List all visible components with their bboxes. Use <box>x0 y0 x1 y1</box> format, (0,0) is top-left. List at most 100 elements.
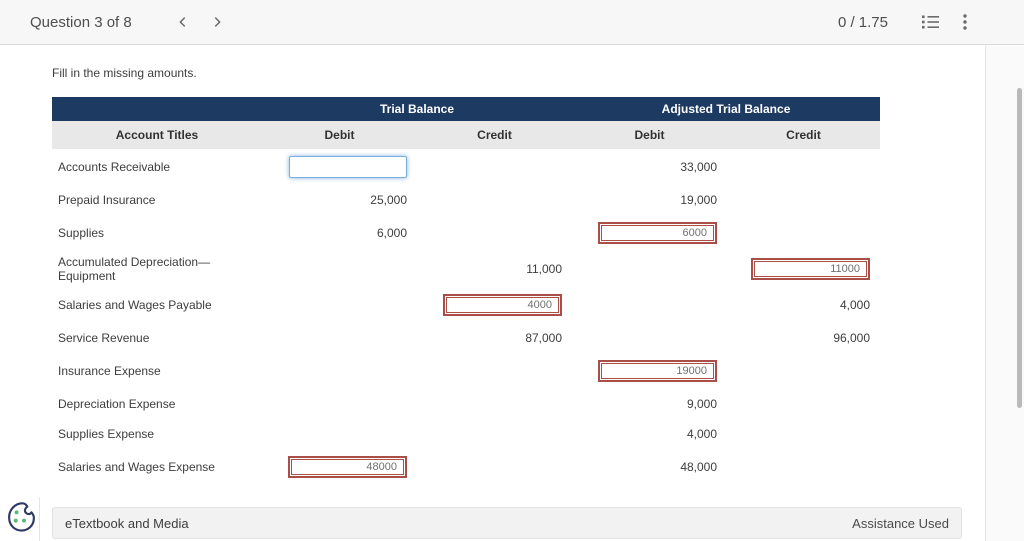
answer-input-incorrect[interactable] <box>754 261 868 277</box>
atb-credit-cell: 96,000 <box>833 331 871 345</box>
account-title-cell: Depreciation Expense <box>58 397 176 411</box>
incorrect-answer-wrapper <box>288 456 407 478</box>
tb-debit-cell <box>262 323 417 353</box>
kebab-menu-icon <box>963 14 967 30</box>
table-row: Accounts Receivable 33,000 <box>52 149 880 185</box>
cookie-icon <box>8 502 35 532</box>
atb-credit-cell <box>727 185 880 215</box>
column-header-atb-debit: Debit <box>572 121 728 149</box>
atb-credit-cell <box>727 215 880 251</box>
tb-credit-cell <box>417 287 572 323</box>
tb-debit-cell: 25,000 <box>370 193 407 207</box>
atb-credit-cell <box>727 251 880 287</box>
table-row: Salaries and Wages Expense 48,000 <box>52 449 880 485</box>
atb-credit-cell: 4,000 <box>839 298 871 312</box>
atb-credit-cell <box>727 389 880 419</box>
chevron-right-icon <box>214 17 221 27</box>
atb-debit-cell: 4,000 <box>686 427 718 441</box>
tb-credit-cell <box>417 353 572 389</box>
score-display: 0 / 1.75 <box>837 13 888 31</box>
cookie-consent-button[interactable] <box>0 497 40 541</box>
tb-debit-cell <box>262 353 417 389</box>
column-header-atb-credit: Credit <box>727 121 881 149</box>
account-title-cell: Supplies <box>58 226 105 240</box>
tb-debit-cell: 6,000 <box>376 226 407 240</box>
column-header-account-titles: Account Titles <box>52 121 262 149</box>
table-row: Service Revenue 87,000 96,000 <box>52 323 880 353</box>
question-title: Question 3 of 8 <box>30 13 132 31</box>
atb-debit-cell <box>572 215 727 251</box>
question-content-panel: Fill in the missing amounts. Trial Balan… <box>0 46 985 541</box>
group-header-spacer <box>52 97 262 121</box>
more-options-button[interactable] <box>950 7 980 37</box>
tb-credit-cell <box>417 449 572 485</box>
tb-debit-cell <box>262 389 417 419</box>
tb-credit-cell <box>417 215 572 251</box>
tb-credit-cell <box>417 389 572 419</box>
answer-input-incorrect[interactable] <box>446 297 560 313</box>
table-row: Accumulated Depreciation—Equipment 11,00… <box>52 251 880 287</box>
atb-debit-cell: 9,000 <box>686 397 718 411</box>
atb-debit-cell: 48,000 <box>680 460 718 474</box>
account-title-cell: Prepaid Insurance <box>58 193 156 207</box>
tb-debit-cell <box>262 419 417 449</box>
answer-input-incorrect[interactable] <box>601 363 715 379</box>
table-row: Depreciation Expense 9,000 <box>52 389 880 419</box>
account-title-cell: Salaries and Wages Payable <box>58 298 212 312</box>
atb-debit-cell <box>572 353 727 389</box>
tb-credit-cell <box>417 149 572 185</box>
question-topbar: Question 3 of 8 0 / 1.75 <box>0 0 1024 45</box>
table-row: Supplies Expense 4,000 <box>52 419 880 449</box>
incorrect-answer-wrapper <box>598 222 718 244</box>
group-header-trial-balance: Trial Balance <box>262 97 573 121</box>
account-title-cell: Accumulated Depreciation—Equipment <box>58 255 211 283</box>
account-title-cell: Salaries and Wages Expense <box>58 460 215 474</box>
tb-credit-cell: 11,000 <box>526 262 563 276</box>
tb-credit-cell <box>417 419 572 449</box>
atb-debit-cell <box>572 323 727 353</box>
atb-debit-cell <box>572 287 727 323</box>
incorrect-answer-wrapper <box>443 294 563 316</box>
account-title-cell: Insurance Expense <box>58 364 161 378</box>
column-header-row: Account Titles Debit Credit Debit Credit <box>52 121 881 149</box>
chevron-left-icon <box>179 17 185 27</box>
question-list-button[interactable] <box>916 7 946 37</box>
incorrect-answer-wrapper <box>751 258 871 280</box>
scrollbar-thumb[interactable] <box>1017 88 1022 408</box>
account-title-cell: Accounts Receivable <box>58 160 171 174</box>
tb-debit-cell <box>262 287 417 323</box>
etextbook-and-media-bar[interactable]: eTextbook and Media Assistance Used <box>52 507 962 539</box>
answer-input-incorrect[interactable] <box>291 459 404 475</box>
column-header-tb-debit: Debit <box>262 121 417 149</box>
etextbook-label: eTextbook and Media <box>65 515 189 531</box>
table-row: Salaries and Wages Payable 4,000 <box>52 287 880 323</box>
incorrect-answer-wrapper <box>598 360 718 382</box>
previous-question-button[interactable] <box>166 7 200 37</box>
column-header-tb-credit: Credit <box>417 121 573 149</box>
trial-balance-table: Trial Balance Adjusted Trial Balance Acc… <box>52 97 881 485</box>
table-row: Insurance Expense <box>52 353 880 389</box>
next-question-button[interactable] <box>200 7 234 37</box>
account-title-cell: Service Revenue <box>58 331 150 345</box>
tb-debit-cell <box>262 149 417 185</box>
scrollbar-track[interactable] <box>985 46 1024 541</box>
answer-input-focused[interactable] <box>289 156 407 178</box>
group-header-row: Trial Balance Adjusted Trial Balance <box>52 97 881 121</box>
ordered-list-icon <box>922 15 939 29</box>
atb-credit-cell <box>727 149 880 185</box>
tb-credit-cell <box>417 185 572 215</box>
tb-debit-cell <box>262 449 417 485</box>
atb-credit-cell <box>727 353 880 389</box>
answer-input-incorrect[interactable] <box>601 225 715 241</box>
tb-credit-cell: 87,000 <box>525 331 563 345</box>
group-header-adjusted-trial-balance: Adjusted Trial Balance <box>572 97 881 121</box>
atb-debit-cell <box>572 251 727 287</box>
atb-debit-cell: 33,000 <box>680 160 718 174</box>
atb-credit-cell <box>727 449 880 485</box>
table-row: Supplies 6,000 <box>52 215 880 251</box>
atb-debit-cell: 19,000 <box>680 193 718 207</box>
question-prompt: Fill in the missing amounts. <box>52 66 197 80</box>
table-row: Prepaid Insurance 25,000 19,000 <box>52 185 880 215</box>
account-title-cell: Supplies Expense <box>58 427 155 441</box>
tb-debit-cell <box>262 251 417 287</box>
